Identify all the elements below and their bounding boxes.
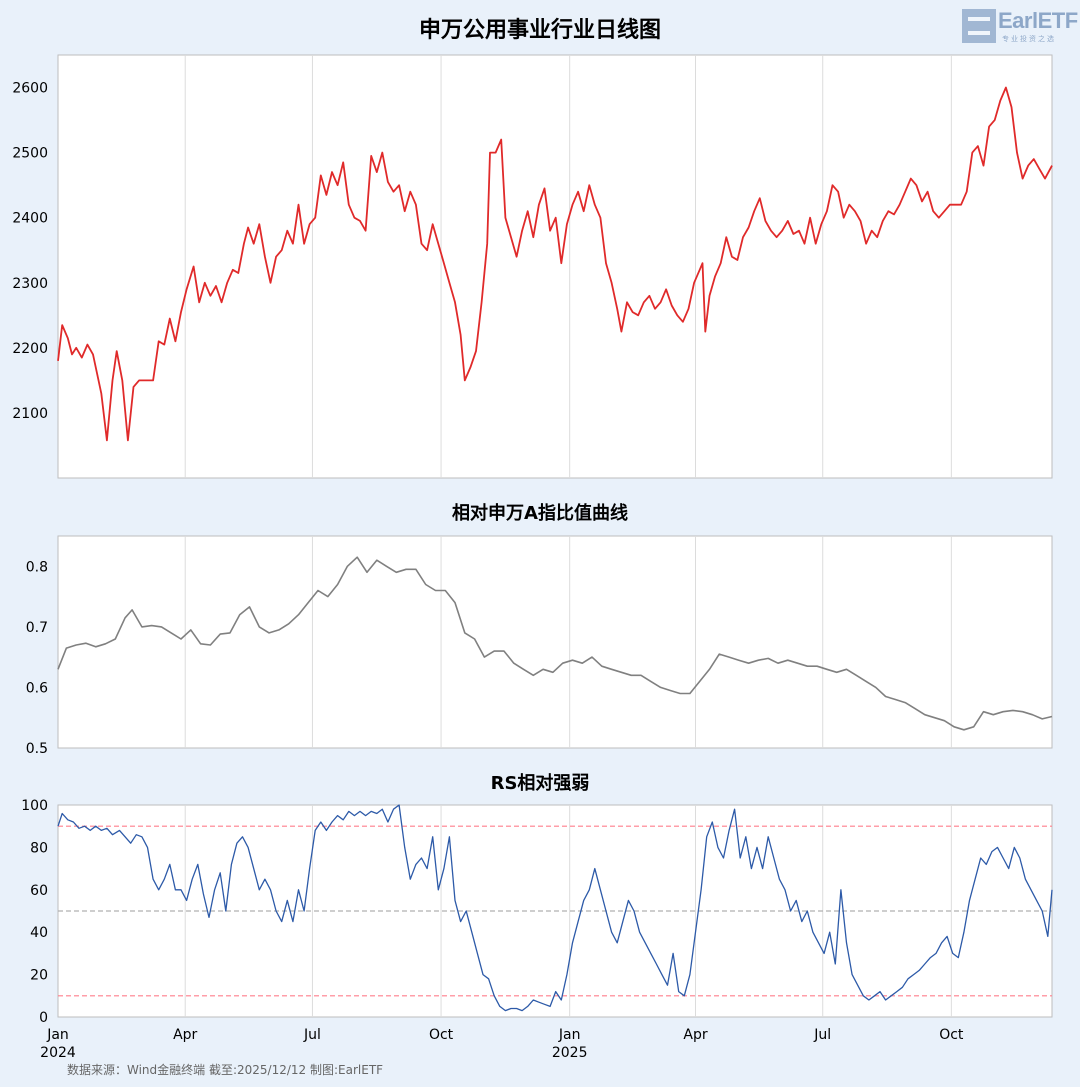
- x-tick-label: Oct: [939, 1027, 964, 1043]
- chart-panel-rs: RS相对强弱 0 20 40 60 80 100 Jan 2024 Apr Jul Oct Jan 202…: [21, 772, 1053, 1061]
- chart-title: 相对申万A指比值曲线: [452, 502, 628, 524]
- series-line-ratio: [57, 556, 1053, 731]
- x-tick-label: Jan: [558, 1027, 581, 1043]
- y-tick-label: 40: [30, 925, 48, 941]
- y-tick-label: 2400: [12, 211, 48, 227]
- y-tick-label: 100: [21, 798, 48, 814]
- x-tick-label: Apr: [173, 1027, 197, 1043]
- logo-mark-icon: [962, 9, 996, 43]
- series-line-rs: [57, 804, 1053, 1012]
- logo-text: EarlETF: [998, 8, 1078, 33]
- x-tick-year: 2024: [40, 1045, 76, 1061]
- logo: EarlETF 专业投资之选: [962, 8, 1078, 45]
- y-tick-label: 0.7: [26, 620, 48, 636]
- logo-subtext: 专业投资之选: [1002, 35, 1056, 43]
- chart-title: 申万公用事业行业日线图: [419, 17, 661, 43]
- y-tick-label: 0.5: [26, 741, 48, 757]
- x-tick-year: 2025: [552, 1045, 588, 1061]
- y-tick-label: 60: [30, 883, 48, 899]
- chart-panel-price: 申万公用事业行业日线图 2100 2200 2300 2400 2500 2600: [12, 17, 1053, 479]
- y-tick-label: 80: [30, 840, 48, 856]
- y-tick-label: 2600: [12, 81, 48, 97]
- y-tick-label: 0: [39, 1010, 48, 1026]
- chart-title: RS相对强弱: [491, 772, 590, 794]
- chart-panel-ratio: 相对申万A指比值曲线 0.5 0.6 0.7 0.8: [26, 502, 1053, 757]
- y-tick-label: 2300: [12, 276, 48, 292]
- footer-source: 数据来源：Wind金融终端 截至:2025/12/12 制图:EarlETF: [67, 1063, 384, 1077]
- y-tick-label: 0.6: [26, 680, 48, 696]
- plot-area: [57, 54, 1053, 479]
- x-tick-label: Jan: [46, 1027, 69, 1043]
- y-tick-label: 2200: [12, 341, 48, 357]
- x-tick-label: Jul: [813, 1027, 831, 1043]
- y-tick-label: 20: [30, 968, 48, 984]
- x-tick-label: Oct: [429, 1027, 454, 1043]
- x-tick-label: Jul: [303, 1027, 321, 1043]
- y-tick-label: 2500: [12, 146, 48, 162]
- plot-area: [57, 535, 1053, 749]
- x-tick-label: Apr: [683, 1027, 707, 1043]
- series-line-price: [57, 86, 1053, 442]
- y-tick-label: 0.8: [26, 559, 48, 575]
- y-tick-label: 2100: [12, 406, 48, 422]
